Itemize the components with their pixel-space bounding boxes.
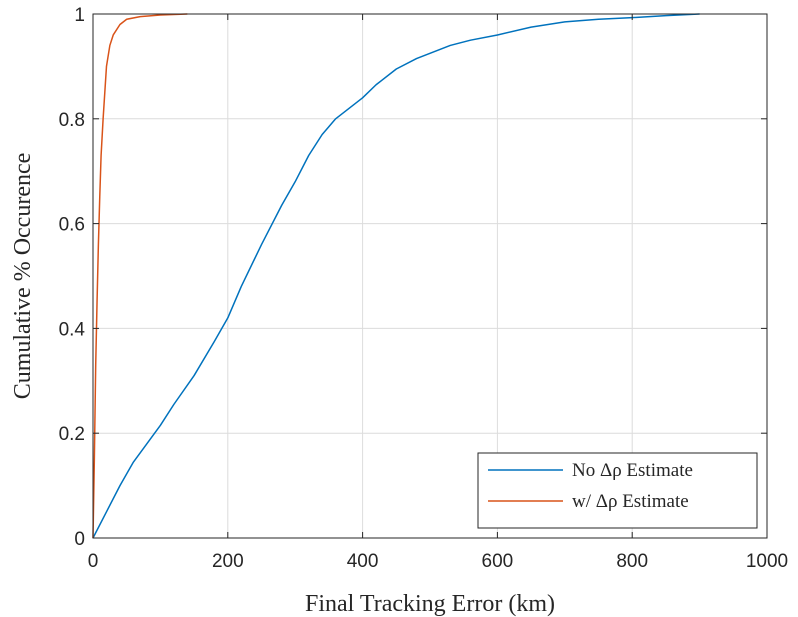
- x-axis-title: Final Tracking Error (km): [305, 591, 555, 617]
- y-tick-label: 0.2: [59, 424, 85, 445]
- legend-label-with-delta-rho: w/ Δρ Estimate: [572, 491, 689, 512]
- x-tick-labels: 0 200 400 600 800 1000: [88, 551, 788, 572]
- series-line-no-delta-rho: [92, 13, 700, 539]
- x-tick-label: 1000: [746, 551, 788, 572]
- tick-marks: [92, 13, 768, 539]
- legend-box: [477, 452, 758, 529]
- x-tick-label: 200: [212, 551, 244, 572]
- y-tick-label: 0.4: [59, 319, 86, 340]
- y-tick-label: 1: [74, 5, 85, 26]
- series-layer: [92, 13, 700, 539]
- series-line-with-delta-rho: [92, 13, 188, 539]
- x-tick-label: 800: [616, 551, 648, 572]
- axes: [92, 13, 768, 539]
- y-tick-label: 0: [74, 529, 85, 550]
- x-tick-label: 400: [347, 551, 379, 572]
- y-axis-title: Cumulative % Occurence: [10, 153, 36, 400]
- plot-frame: [92, 13, 768, 539]
- y-tick-labels: 0 0.2 0.4 0.6 0.8 1: [59, 5, 86, 550]
- x-tick-label: 0: [88, 551, 99, 572]
- grid-lines: [93, 14, 767, 538]
- legend: No Δρ Estimate w/ Δρ Estimate: [477, 452, 758, 529]
- x-tick-label: 600: [482, 551, 514, 572]
- y-tick-label: 0.8: [59, 110, 85, 131]
- legend-label-no-delta-rho: No Δρ Estimate: [572, 460, 693, 481]
- y-tick-label: 0.6: [59, 215, 85, 236]
